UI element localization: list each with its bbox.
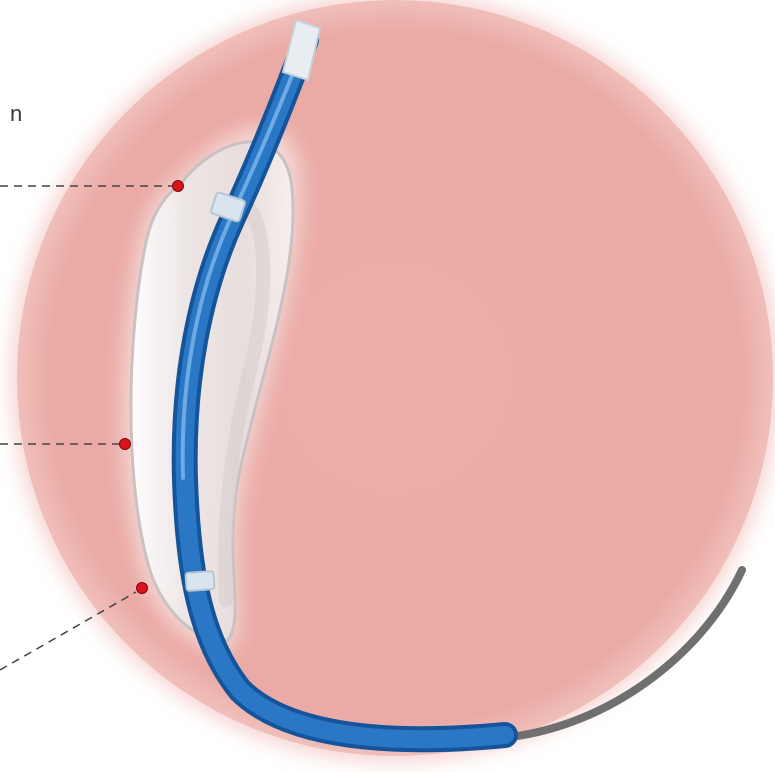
balloon-inner-shade (218, 193, 271, 607)
catheter-highlight (180, 48, 304, 480)
partial-label: n (10, 101, 23, 126)
callout-dot-1 (172, 180, 184, 192)
balloon (123, 127, 300, 651)
catheter-tip (281, 18, 322, 82)
balloon-body (129, 140, 295, 642)
callouts (0, 180, 184, 671)
catheter-tip-cap (281, 18, 322, 82)
callout-dot-2 (119, 438, 131, 450)
callout-dot-3 (136, 582, 148, 594)
marker-bands (184, 191, 246, 592)
marker-band-distal (184, 570, 216, 592)
marker-band-proximal (210, 191, 246, 223)
guidewire (496, 566, 746, 742)
catheter-shaft (171, 27, 518, 753)
callout-line-3 (0, 591, 137, 671)
